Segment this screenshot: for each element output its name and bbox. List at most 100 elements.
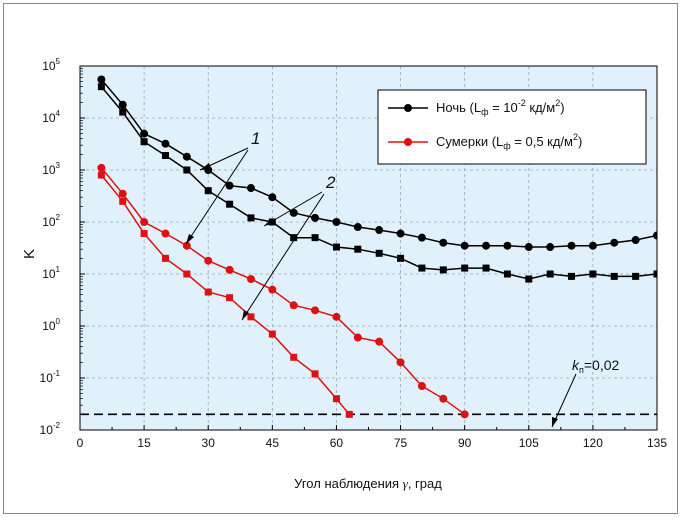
- data-point: [289, 208, 298, 217]
- data-point: [332, 395, 340, 403]
- data-point: [311, 234, 319, 242]
- data-point: [119, 197, 127, 205]
- y-tick-label: 100: [42, 317, 60, 333]
- data-point: [140, 230, 148, 238]
- data-point: [182, 241, 191, 250]
- x-tick-label: 120: [583, 436, 603, 450]
- x-axis-label-prefix: Угол наблюдения: [294, 476, 403, 491]
- data-point: [183, 270, 191, 278]
- x-axis-label-suffix: , град: [408, 476, 442, 491]
- data-point: [311, 213, 320, 222]
- data-point: [247, 214, 255, 222]
- data-point: [290, 234, 298, 242]
- data-point: [140, 218, 149, 226]
- y-axis: 10-2 10-1 100 101 102 103 104 105: [40, 57, 85, 437]
- data-point: [161, 139, 170, 148]
- x-tick-label: 15: [137, 436, 151, 450]
- data-point: [653, 231, 657, 240]
- data-point: [353, 333, 362, 342]
- data-point: [417, 233, 426, 242]
- annotations: 1 2 kп=0,02: [185, 129, 620, 428]
- data-point: [546, 270, 554, 278]
- series-layer: [97, 75, 657, 419]
- data-point: [225, 181, 234, 190]
- data-point: [268, 193, 277, 202]
- data-point: [396, 358, 405, 367]
- x-tick-label: 105: [519, 436, 539, 450]
- data-point: [332, 312, 341, 321]
- data-point: [439, 238, 448, 247]
- y-tick-label: 105: [42, 57, 60, 73]
- data-point: [246, 275, 255, 284]
- legend-marker-night: [404, 104, 412, 112]
- data-point: [226, 294, 234, 302]
- x-tick-label: 0: [77, 436, 84, 450]
- data-point: [140, 138, 148, 146]
- data-point: [588, 241, 597, 250]
- x-tick-label: 75: [394, 436, 408, 450]
- y-axis-label: K: [21, 249, 38, 259]
- data-point: [610, 238, 619, 247]
- y-tick-label: 104: [42, 109, 60, 125]
- legend: Ночь (Lф = 10-2 кд/м2) Сумерки (Lф = 0,5…: [377, 89, 647, 165]
- data-point: [332, 243, 340, 251]
- x-tick-label: 45: [266, 436, 280, 450]
- y-tick-label: 102: [42, 213, 60, 229]
- data-point: [118, 189, 127, 198]
- data-point: [311, 306, 320, 315]
- pointer-arrows: [185, 147, 577, 428]
- data-point: [161, 229, 170, 238]
- curve-label-1: 1: [251, 129, 260, 148]
- legend-entry-night: Ночь (Lф = 10-2 кд/м2): [436, 98, 565, 117]
- data-point: [482, 264, 490, 272]
- x-tick-label: 90: [458, 436, 472, 450]
- data-point: [225, 265, 234, 274]
- series-Сумерки-1: [97, 163, 469, 419]
- data-point: [375, 226, 384, 235]
- arrow-heads: [186, 163, 558, 427]
- data-point: [140, 129, 149, 138]
- data-point: [461, 264, 469, 272]
- data-point: [354, 245, 362, 253]
- data-point: [119, 108, 127, 116]
- series-Сумерки-2: [97, 171, 353, 418]
- data-point: [97, 171, 105, 179]
- x-axis-label-symbol: γ: [403, 476, 409, 491]
- data-point: [290, 353, 298, 361]
- y-tick-label: 10-2: [40, 421, 61, 437]
- data-point: [375, 249, 383, 257]
- data-point: [546, 243, 555, 252]
- data-point: [311, 370, 319, 378]
- data-point: [439, 394, 448, 403]
- data-point: [567, 241, 576, 250]
- y-tick-label: 101: [42, 265, 60, 281]
- data-point: [418, 264, 426, 272]
- data-point: [118, 100, 127, 109]
- data-point: [610, 272, 618, 280]
- data-point: [246, 184, 255, 193]
- data-point: [204, 288, 212, 296]
- data-point: [204, 256, 213, 265]
- data-point: [439, 266, 447, 274]
- data-point: [97, 75, 106, 84]
- data-point: [460, 410, 469, 419]
- chart: 0 15 30 45 60 75 90 105 120 135 10-2 10-1 100 101 102…: [21, 57, 667, 491]
- y-tick-label: 103: [42, 161, 60, 177]
- series-line: [100, 167, 466, 415]
- data-point: [182, 152, 191, 161]
- data-point: [589, 270, 597, 278]
- data-point: [332, 218, 341, 226]
- data-point: [396, 229, 405, 238]
- data-point: [503, 270, 511, 278]
- data-point: [397, 254, 405, 262]
- chart-frame: 0 15 30 45 60 75 90 105 120 135 10-2 10-1 100 101 102…: [3, 3, 678, 514]
- data-point: [289, 301, 298, 310]
- data-point: [268, 285, 277, 294]
- legend-entry-twilight: Сумерки (Lф = 0,5 кд/м2): [436, 132, 582, 151]
- data-point: [632, 272, 640, 280]
- data-point: [97, 163, 106, 172]
- data-point: [353, 223, 362, 232]
- data-point: [653, 270, 657, 278]
- data-point: [161, 254, 169, 262]
- data-point: [247, 313, 255, 321]
